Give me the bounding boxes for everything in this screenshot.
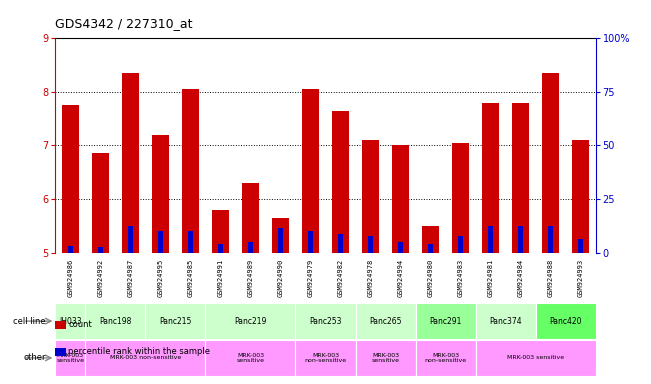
Text: GSM924995: GSM924995: [158, 258, 163, 297]
Bar: [488, 226, 493, 253]
Text: GSM924994: GSM924994: [398, 258, 404, 297]
Bar: [415, 303, 476, 339]
Bar: [398, 242, 403, 253]
Text: GSM924988: GSM924988: [547, 258, 553, 297]
Text: MRK-003
sensitive: MRK-003 sensitive: [57, 353, 85, 363]
Bar: [182, 89, 199, 253]
Text: Panc215: Panc215: [159, 317, 191, 326]
Bar: [158, 231, 163, 253]
Bar: [548, 226, 553, 253]
Text: Panc374: Panc374: [490, 317, 522, 326]
Bar: [92, 154, 109, 253]
Bar: [122, 73, 139, 253]
Text: percentile rank within the sample: percentile rank within the sample: [68, 347, 210, 356]
Text: GSM924990: GSM924990: [277, 258, 283, 297]
Bar: [188, 231, 193, 253]
Text: GSM924985: GSM924985: [187, 258, 193, 297]
Text: GSM924991: GSM924991: [217, 258, 223, 297]
Text: cell line: cell line: [13, 317, 46, 326]
Bar: [355, 303, 415, 339]
Text: GSM924981: GSM924981: [488, 258, 493, 297]
Bar: [452, 143, 469, 253]
Bar: [242, 183, 258, 253]
Text: GSM924989: GSM924989: [247, 258, 253, 297]
Bar: [368, 237, 373, 253]
Bar: [332, 111, 349, 253]
Text: MRK-003
sensitive: MRK-003 sensitive: [236, 353, 264, 363]
Text: Panc420: Panc420: [549, 317, 582, 326]
Bar: [218, 245, 223, 253]
Text: Panc291: Panc291: [430, 317, 462, 326]
Bar: [308, 231, 313, 253]
Text: GSM924982: GSM924982: [337, 258, 344, 297]
Text: JH033: JH033: [59, 317, 81, 326]
Text: GSM924984: GSM924984: [518, 258, 523, 297]
Text: GSM924979: GSM924979: [307, 258, 314, 297]
Text: Panc253: Panc253: [309, 317, 342, 326]
Bar: [476, 340, 596, 376]
Text: count: count: [68, 320, 92, 329]
Bar: [578, 239, 583, 253]
Text: other: other: [23, 353, 46, 362]
Text: GSM924983: GSM924983: [458, 258, 464, 297]
Bar: [428, 245, 433, 253]
Bar: [85, 303, 145, 339]
Bar: [518, 226, 523, 253]
Bar: [85, 340, 206, 376]
Text: MRK-003
non-sensitive: MRK-003 non-sensitive: [424, 353, 467, 363]
Bar: [296, 303, 355, 339]
Bar: [212, 210, 229, 253]
Bar: [152, 135, 169, 253]
Text: MRK-003 sensitive: MRK-003 sensitive: [507, 356, 564, 361]
Text: MRK-003
non-sensitive: MRK-003 non-sensitive: [305, 353, 346, 363]
Bar: [482, 103, 499, 253]
Bar: [476, 303, 536, 339]
Bar: [302, 89, 319, 253]
Bar: [296, 340, 355, 376]
Bar: [415, 340, 476, 376]
Bar: [338, 234, 343, 253]
Bar: [362, 140, 379, 253]
Text: Panc265: Panc265: [369, 317, 402, 326]
Bar: [206, 303, 296, 339]
Text: Panc198: Panc198: [99, 317, 132, 326]
Bar: [128, 226, 133, 253]
Text: GSM924978: GSM924978: [368, 258, 374, 297]
Bar: [272, 218, 289, 253]
Bar: [512, 103, 529, 253]
Bar: [355, 340, 415, 376]
Bar: [68, 246, 73, 253]
Text: GSM924993: GSM924993: [577, 258, 584, 297]
Bar: [536, 303, 596, 339]
Bar: [278, 228, 283, 253]
Bar: [458, 237, 463, 253]
Text: Panc219: Panc219: [234, 317, 267, 326]
Text: MRK-003 non-sensitive: MRK-003 non-sensitive: [110, 356, 181, 361]
Text: GSM924987: GSM924987: [128, 258, 133, 297]
Bar: [422, 226, 439, 253]
Text: GSM924980: GSM924980: [428, 258, 434, 297]
Text: GDS4342 / 227310_at: GDS4342 / 227310_at: [55, 17, 193, 30]
Bar: [393, 146, 409, 253]
Text: GSM924992: GSM924992: [98, 258, 104, 297]
Bar: [145, 303, 206, 339]
Bar: [55, 303, 85, 339]
Bar: [572, 140, 589, 253]
Text: GSM924986: GSM924986: [67, 258, 74, 297]
Bar: [248, 242, 253, 253]
Bar: [542, 73, 559, 253]
Bar: [62, 105, 79, 253]
Bar: [55, 340, 85, 376]
Bar: [98, 247, 103, 253]
Bar: [206, 340, 296, 376]
Text: MRK-003
sensitive: MRK-003 sensitive: [372, 353, 400, 363]
